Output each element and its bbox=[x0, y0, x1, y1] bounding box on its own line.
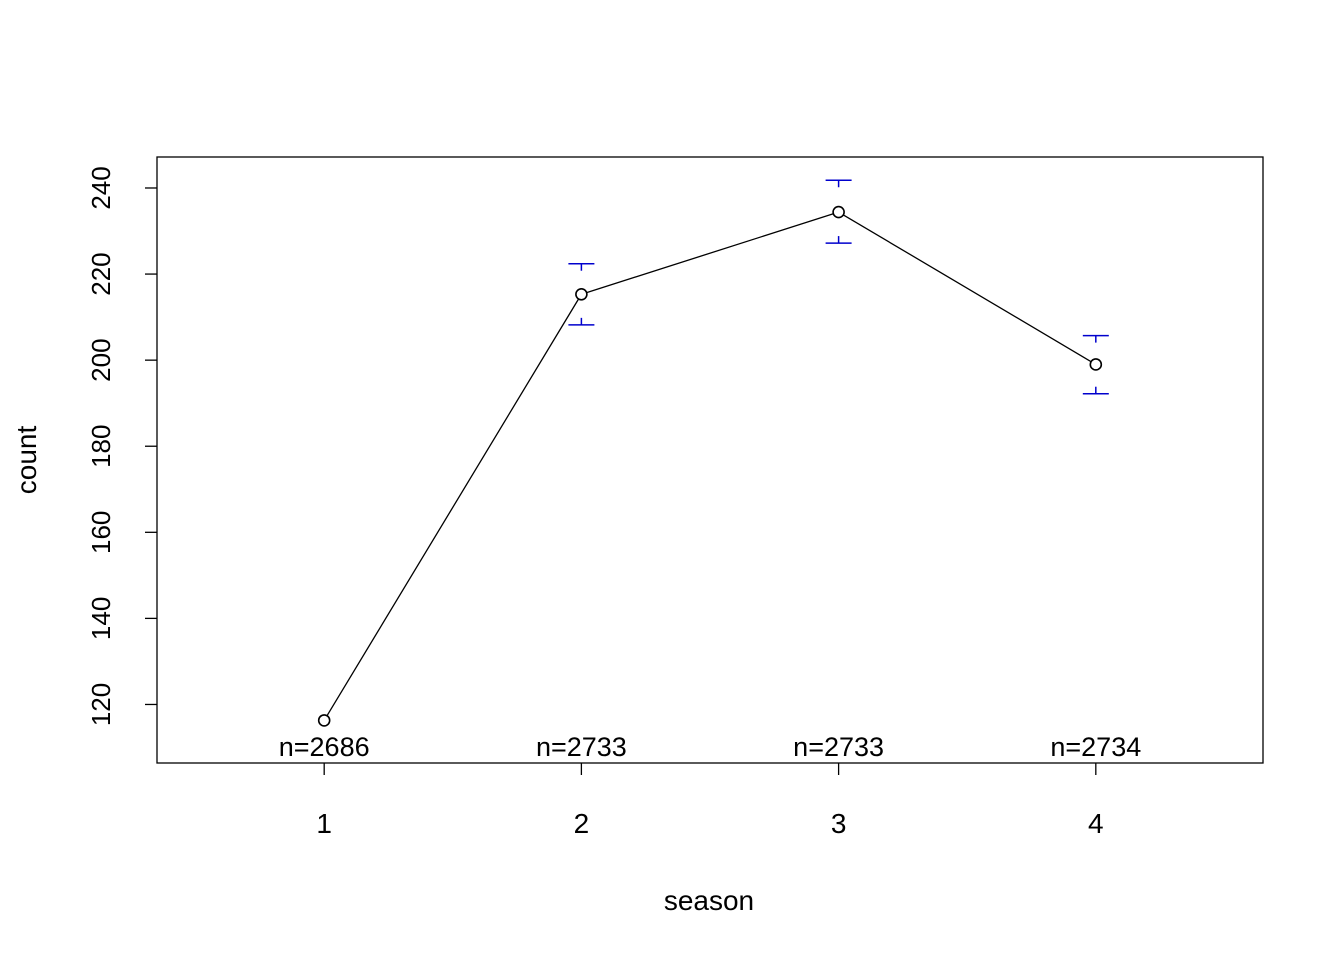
series bbox=[319, 207, 1102, 726]
data-point bbox=[833, 207, 844, 218]
y-tick-label: 160 bbox=[86, 511, 116, 554]
n-label: n=2733 bbox=[793, 732, 884, 762]
x-axis-title: season bbox=[664, 885, 754, 916]
y-tick-label: 140 bbox=[86, 597, 116, 640]
y-tick-label: 120 bbox=[86, 683, 116, 726]
error-bars bbox=[568, 180, 1108, 393]
y-tick-label: 240 bbox=[86, 166, 116, 209]
n-label: n=2733 bbox=[536, 732, 627, 762]
series-line-segment bbox=[327, 299, 579, 716]
series-line-segment bbox=[843, 215, 1091, 362]
y-axis: 120 140 160 180 200 220 240 bbox=[86, 166, 157, 726]
x-tick-label: 4 bbox=[1088, 808, 1104, 839]
data-point bbox=[576, 289, 587, 300]
n-label: n=2686 bbox=[279, 732, 370, 762]
y-tick-label: 200 bbox=[86, 338, 116, 381]
x-tick-label: 2 bbox=[574, 808, 590, 839]
x-tick-label: 3 bbox=[831, 808, 847, 839]
data-point bbox=[319, 715, 330, 726]
x-axis: 1 2 3 4 bbox=[316, 763, 1103, 839]
x-tick-label: 1 bbox=[316, 808, 332, 839]
y-tick-label: 220 bbox=[86, 252, 116, 295]
data-point bbox=[1090, 359, 1101, 370]
n-labels: n=2686 n=2733 n=2733 n=2734 bbox=[279, 732, 1141, 762]
y-axis-title: count bbox=[11, 426, 42, 495]
y-tick-label: 180 bbox=[86, 425, 116, 468]
series-line-segment bbox=[587, 214, 834, 293]
plot-frame bbox=[157, 157, 1263, 763]
n-label: n=2734 bbox=[1050, 732, 1141, 762]
